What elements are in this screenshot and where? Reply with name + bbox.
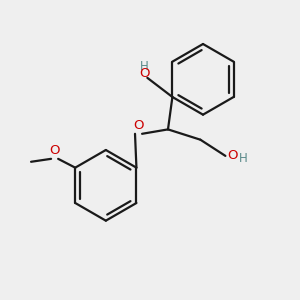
Text: O: O bbox=[50, 144, 60, 158]
Text: O: O bbox=[227, 149, 237, 162]
Text: H: H bbox=[239, 152, 248, 165]
Text: H: H bbox=[140, 60, 149, 74]
Text: O: O bbox=[133, 119, 144, 132]
Text: O: O bbox=[139, 67, 150, 80]
